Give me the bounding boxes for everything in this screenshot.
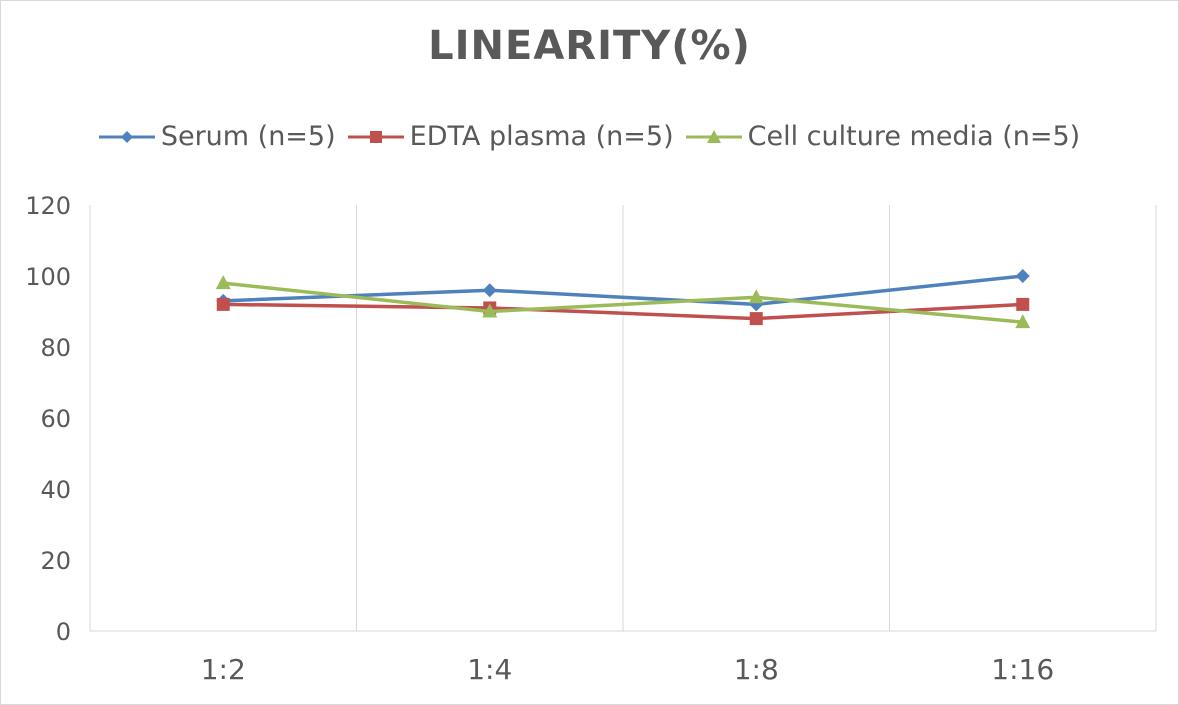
chart-title: LINEARITY(%) — [428, 23, 751, 69]
legend-label-edta-plasma: EDTA plasma (n=5) — [409, 121, 674, 152]
y-tick-label: 40 — [40, 476, 71, 504]
x-tick-label: 1:2 — [201, 653, 246, 686]
legend-marker-edta-plasma — [347, 130, 404, 143]
series-line-edta-plasma — [223, 302, 1023, 321]
legend-marker-cell-culture-media — [685, 129, 742, 143]
legend-marker-serum — [98, 130, 155, 143]
chart-legend: Serum (n=5) EDTA plasma (n=5) Cell cultu… — [1, 121, 1178, 152]
y-tick-label: 0 — [56, 618, 71, 646]
x-tick-label: 1:16 — [991, 653, 1054, 686]
legend-label-cell-culture-media: Cell culture media (n=5) — [747, 121, 1081, 152]
data-point-cell-culture-media — [482, 303, 498, 318]
data-point-cell-culture-media — [215, 275, 231, 290]
data-point-edta-plasma — [749, 312, 763, 326]
legend-item-cell-culture-media: Cell culture media (n=5) — [685, 121, 1081, 152]
data-point-serum — [482, 283, 497, 298]
y-tick-label: 100 — [25, 263, 71, 291]
x-tick-label: 1:4 — [467, 653, 512, 686]
y-tick-label: 20 — [40, 547, 71, 575]
legend-item-serum: Serum (n=5) — [98, 121, 336, 152]
series-line-cell-culture-media — [223, 281, 1023, 324]
x-tick-label: 1:8 — [734, 653, 779, 686]
data-point-cell-culture-media — [1015, 314, 1031, 329]
legend-label-serum: Serum (n=5) — [160, 121, 336, 152]
legend-item-edta-plasma: EDTA plasma (n=5) — [347, 121, 674, 152]
y-tick-label: 120 — [25, 192, 71, 220]
data-point-cell-culture-media — [748, 289, 764, 304]
data-point-edta-plasma — [1016, 297, 1030, 311]
y-tick-label: 80 — [40, 334, 71, 362]
series-line-serum — [223, 274, 1023, 307]
data-point-edta-plasma — [216, 297, 230, 311]
y-tick-label: 60 — [40, 405, 71, 433]
data-point-serum — [1015, 269, 1030, 283]
